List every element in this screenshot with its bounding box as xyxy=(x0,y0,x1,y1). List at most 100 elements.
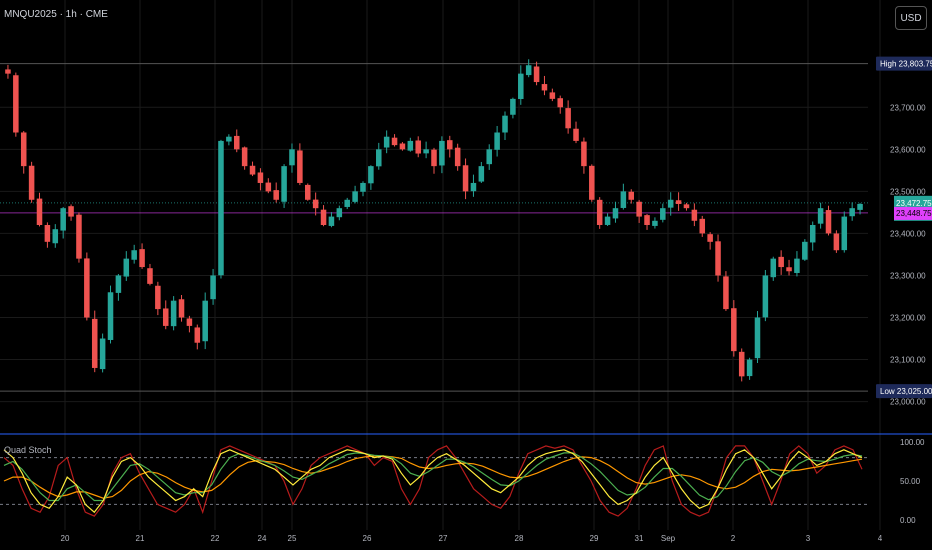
candle-body xyxy=(52,229,59,244)
candle-body xyxy=(707,234,713,242)
candle xyxy=(620,183,627,210)
candle-body xyxy=(297,150,303,183)
time-tick-label: 4 xyxy=(878,534,883,543)
reference-price-tag-bg xyxy=(894,206,932,220)
candle-body xyxy=(273,190,279,200)
indicator-title: Quad Stoch xyxy=(4,445,52,455)
candle xyxy=(809,221,816,251)
price-tick-label: 23,400.00 xyxy=(890,229,926,238)
candle-body xyxy=(20,132,27,167)
candle-body xyxy=(99,338,106,370)
candle xyxy=(415,136,421,158)
candle xyxy=(675,192,682,211)
candle-body xyxy=(470,182,477,192)
time-tick-label: 3 xyxy=(806,534,811,543)
candle-body xyxy=(762,275,769,318)
candle-body xyxy=(91,318,98,368)
candle xyxy=(660,203,666,223)
candle-body xyxy=(573,128,579,141)
stoch-tick-label: 100.00 xyxy=(900,438,925,447)
candle-body xyxy=(178,299,185,318)
candle-body xyxy=(746,359,753,377)
candle xyxy=(525,59,532,78)
candle-body xyxy=(510,98,516,115)
candle xyxy=(186,315,193,333)
candle-body xyxy=(770,258,777,278)
candle-body xyxy=(36,198,43,225)
candle-body xyxy=(833,233,840,251)
candle xyxy=(68,204,74,221)
candle-body xyxy=(368,166,374,184)
candle xyxy=(131,244,137,264)
candle xyxy=(447,135,453,158)
candle-body xyxy=(462,165,469,192)
candle xyxy=(731,300,737,357)
candle xyxy=(478,161,485,183)
candle-body xyxy=(525,65,532,76)
candle xyxy=(802,239,808,261)
candle-body xyxy=(636,201,642,217)
stoch-line-red xyxy=(3,445,863,517)
currency-button[interactable]: USD xyxy=(895,6,927,30)
high-tag: High 23,803.75 xyxy=(876,56,932,71)
candle xyxy=(849,202,855,221)
candle xyxy=(604,213,611,227)
candle xyxy=(470,174,477,197)
candle xyxy=(612,201,619,223)
candle xyxy=(533,61,540,86)
candle-body xyxy=(731,308,737,352)
candle xyxy=(233,129,240,153)
candle xyxy=(383,130,390,154)
candle xyxy=(91,310,98,373)
candle-body xyxy=(683,204,690,209)
price-tick-label: 23,000.00 xyxy=(890,398,926,407)
candle-body xyxy=(226,136,232,142)
stoch-tick-label: 0.00 xyxy=(900,516,916,525)
candle xyxy=(817,202,824,229)
candle-body xyxy=(391,137,398,146)
time-tick-label: 29 xyxy=(590,534,599,543)
candle xyxy=(320,205,327,227)
price-tick-label: 23,100.00 xyxy=(890,356,926,365)
candle-body xyxy=(691,209,698,221)
candle xyxy=(683,202,690,211)
candle xyxy=(541,75,548,96)
candle xyxy=(589,164,595,202)
candle-body xyxy=(652,220,658,226)
candle-body xyxy=(494,132,500,150)
candle-body xyxy=(305,184,311,200)
candle-body xyxy=(738,351,745,377)
candle xyxy=(368,165,374,190)
candle xyxy=(52,224,59,248)
time-tick-label: 25 xyxy=(288,534,297,543)
candle xyxy=(210,268,216,305)
candle-body xyxy=(60,208,66,231)
candle-body xyxy=(194,327,201,343)
time-tick-label: 2 xyxy=(731,534,736,543)
candle xyxy=(596,197,603,229)
candle xyxy=(226,134,232,146)
candle-body xyxy=(123,258,130,277)
candle xyxy=(99,333,106,373)
candle xyxy=(644,214,650,230)
candle-body xyxy=(265,182,272,192)
price-tick-label: 23,600.00 xyxy=(890,145,926,154)
candle-body xyxy=(454,147,461,167)
candle-body xyxy=(786,267,792,272)
candle xyxy=(76,212,82,263)
candle xyxy=(5,64,11,79)
price-tick-label: 23,700.00 xyxy=(890,103,926,112)
candle xyxy=(581,137,587,174)
candle-body xyxy=(28,165,35,200)
candle xyxy=(336,205,343,221)
price-tick-label: 23,500.00 xyxy=(890,187,926,196)
candle xyxy=(486,144,492,170)
candle xyxy=(462,158,469,200)
candle-body xyxy=(360,182,366,192)
candle xyxy=(265,178,272,194)
time-tick-label: 24 xyxy=(258,534,267,543)
candle-body xyxy=(675,200,682,204)
candle-body xyxy=(802,241,808,260)
candle-body xyxy=(667,199,674,208)
